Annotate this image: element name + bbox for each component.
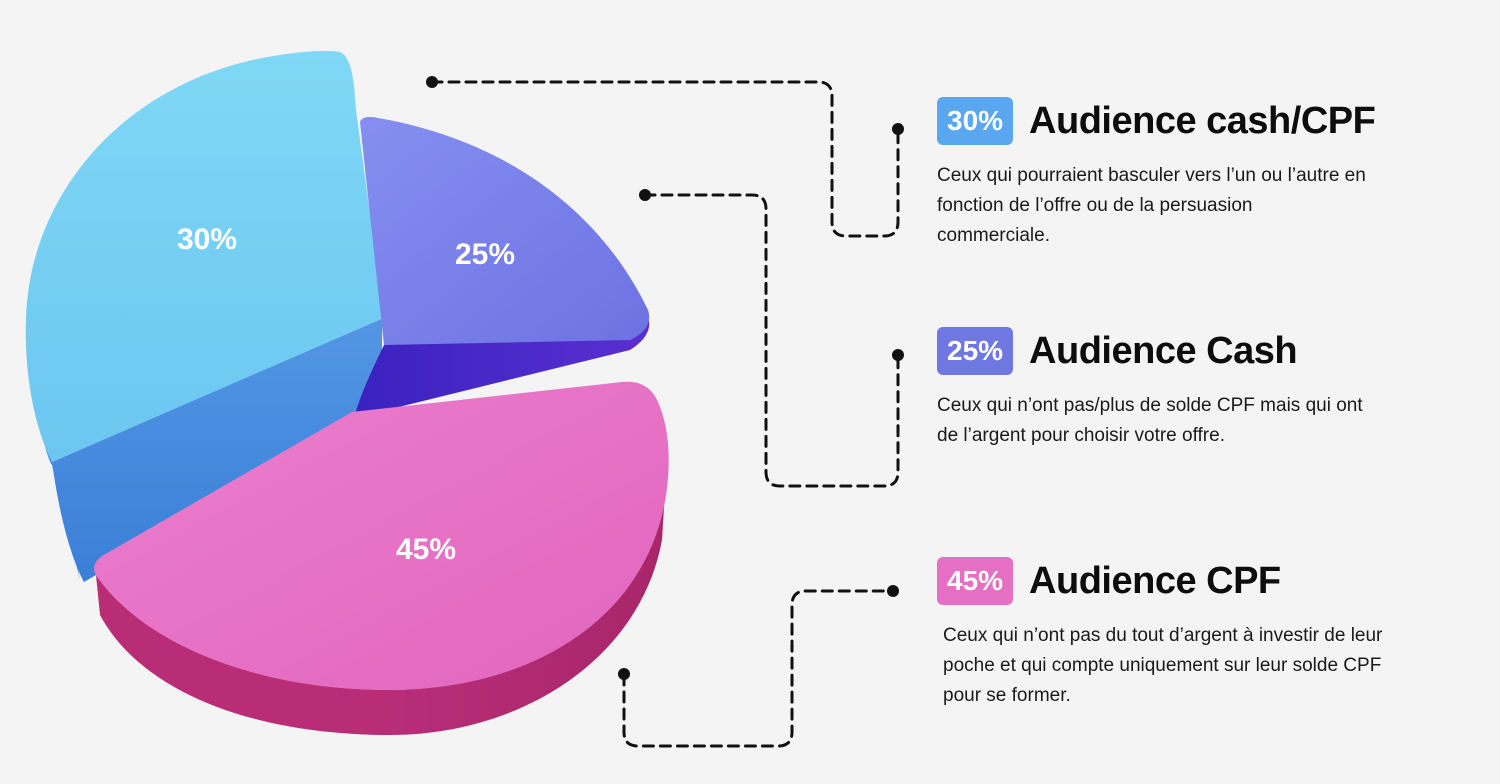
legend-description: Ceux qui n’ont pas/plus de solde CPF mai…: [937, 395, 1363, 446]
legend-description: Ceux qui pourraient basculer vers l’un o…: [937, 165, 1366, 246]
pie-slice-45-side-left: [96, 575, 390, 735]
slice-label-45: 45%: [396, 533, 456, 566]
legend-title: Audience cash/CPF: [1029, 99, 1376, 142]
pie-slice-30-side-front: [52, 318, 382, 582]
legend-item-cash-cpf: 30% Audience cash/CPF Ceux qui pourraien…: [937, 97, 1376, 251]
connector-dot-3b: [887, 585, 899, 597]
percent-badge: 45%: [937, 557, 1014, 605]
slice-label-30: 30%: [177, 223, 237, 256]
connector-dot-1a: [426, 76, 438, 88]
legend-item-cpf: 45% Audience CPF Ceux qui n’ont pas du t…: [937, 557, 1403, 711]
percent-badge: 25%: [937, 327, 1014, 375]
legend-item-cash: 25% Audience Cash Ceux qui n’ont pas/plu…: [937, 327, 1377, 451]
connector-dot-3a: [618, 668, 630, 680]
connector-dot-1b: [892, 123, 904, 135]
legend-head: 45% Audience CPF: [937, 557, 1403, 605]
legend-head: 30% Audience cash/CPF: [937, 97, 1376, 145]
pie-slice-25: [360, 117, 650, 345]
pie-slices: [25, 51, 669, 735]
pie-slice-45: [94, 381, 669, 690]
legend-description: Ceux qui n’ont pas du tout d’argent à in…: [943, 625, 1383, 706]
connector-line-1: [430, 80, 900, 238]
connector-line-2: [643, 193, 900, 488]
legend-title: Audience Cash: [1029, 329, 1298, 372]
connector-dot-2b: [892, 349, 904, 361]
legend-title: Audience CPF: [1029, 559, 1281, 602]
slice-label-25: 25%: [455, 238, 515, 271]
pie-slice-30: [25, 51, 385, 462]
connector-line-3: [622, 589, 894, 748]
percent-badge: 30%: [937, 97, 1014, 145]
legend-head: 25% Audience Cash: [937, 327, 1377, 375]
connector-dot-2a: [639, 189, 651, 201]
connector-lines: [426, 76, 904, 748]
